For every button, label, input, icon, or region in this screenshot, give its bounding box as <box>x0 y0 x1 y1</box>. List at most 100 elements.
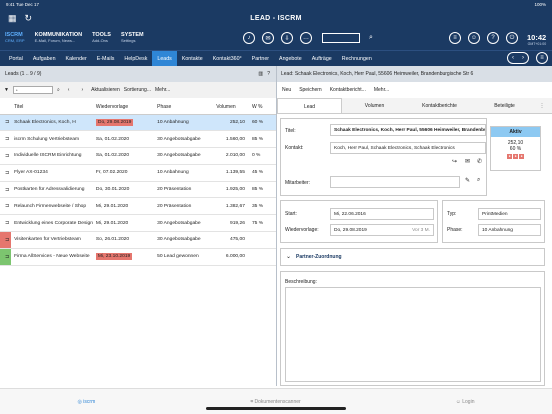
refresh-icon[interactable]: ↻ <box>24 13 33 23</box>
phone-icon[interactable]: ✆ <box>477 159 483 165</box>
chevron-left-icon[interactable]: ‹ <box>512 55 514 61</box>
bookmark-icon[interactable]: ⊐ <box>0 147 12 165</box>
user-icon[interactable]: ☺ <box>468 32 480 44</box>
tab-beteiligte[interactable]: Beteiligte <box>494 103 515 109</box>
help-small-icon[interactable]: ? <box>267 71 270 77</box>
chevron-left-icon[interactable]: ‹ <box>67 87 70 93</box>
nav-angebote[interactable]: Angebote <box>279 55 302 62</box>
table-row[interactable]: ⊐ Schaak Electronics, Koch, H Do, 29.08.… <box>0 114 276 132</box>
new-button[interactable]: Neu <box>282 87 292 93</box>
mail-icon[interactable]: ✉ <box>465 159 471 165</box>
bookmark-icon[interactable]: ⊐ <box>0 114 12 132</box>
module-nav: Portal Aufgaben Kalender E-Mails HelpDes… <box>0 50 552 67</box>
bookmark-icon[interactable]: ⊐ <box>0 231 12 249</box>
chevron-down-icon[interactable]: ⌄ <box>286 254 292 260</box>
col-w[interactable]: W % <box>248 100 276 115</box>
home-indicator[interactable] <box>206 407 346 410</box>
status-date: Tue Dec 17 <box>15 2 40 7</box>
tab-lead[interactable]: Lead <box>277 98 342 113</box>
description-field[interactable] <box>285 287 541 382</box>
filter-icon[interactable]: ▼ <box>4 87 9 93</box>
table-row[interactable]: ⊐ Postkarten für Adressvalidierung Do, 3… <box>0 181 276 199</box>
table-row[interactable]: ⊐ Visitenkarten für Vertriebsteam So, 26… <box>0 231 276 249</box>
contact-report-button[interactable]: Kontaktbericht... <box>329 87 366 93</box>
pane-divider[interactable] <box>276 66 277 386</box>
nav-helpdesk[interactable]: HelpDesk <box>124 55 148 62</box>
power-icon[interactable]: ⏻ <box>506 32 518 44</box>
more-button[interactable]: Mehr... <box>155 87 171 93</box>
filter-input[interactable]: * <box>12 86 53 94</box>
share-icon[interactable]: ↪ <box>452 159 458 165</box>
chart-icon[interactable]: ▥ <box>258 71 264 77</box>
table-row[interactable]: ⊐ Firma AllServices - Neue Webseite Mi, … <box>0 248 276 266</box>
sort-button[interactable]: Sortierung... <box>123 87 151 93</box>
nav-kontakt360[interactable]: Kontakt360° <box>212 55 242 62</box>
notification-bell-icon[interactable]: ♪ <box>243 32 255 44</box>
mail-icon[interactable]: ✉ <box>262 32 274 44</box>
tab-volumen[interactable]: Volumen <box>364 103 385 109</box>
search-icon[interactable]: ⌕ <box>56 87 60 93</box>
nav-aufgaben[interactable]: Aufgaben <box>32 55 56 62</box>
tab-scanner[interactable]: ⌗ Dokumentenscanner <box>250 398 301 405</box>
col-volume[interactable]: Volumen <box>213 100 249 115</box>
nav-emails[interactable]: E-Mails <box>96 55 115 62</box>
bookmark-icon[interactable]: ⊐ <box>0 181 12 199</box>
table-row[interactable]: ⊐ iscrm Schulung Vertriebsteam Sa, 01.02… <box>0 130 276 149</box>
nav-kontakte[interactable]: Kontakte <box>181 55 203 62</box>
chat-icon[interactable]: ✎ <box>465 178 471 184</box>
global-search-input[interactable] <box>322 33 360 43</box>
tab-kontaktberichte[interactable]: Kontaktberichte <box>422 103 457 109</box>
nav-portal[interactable]: Portal <box>9 55 23 62</box>
nav-rechnungen[interactable]: Rechnungen <box>341 55 372 62</box>
table-row[interactable]: ⊐ Relaunch Firmenwebseite / Shop Mi, 29.… <box>0 197 276 216</box>
bookmark-icon[interactable]: ⊐ <box>0 130 12 149</box>
chevron-right-icon[interactable]: › <box>81 87 84 93</box>
tab-login[interactable]: ☺ Login <box>455 398 475 405</box>
followup-date-field[interactable]: Do, 29.08.2019 Vor 3 M. <box>330 224 434 236</box>
search-icon[interactable]: ⌕ <box>369 34 373 41</box>
download-icon[interactable]: ⇩ <box>281 32 293 44</box>
bookmark-icon[interactable]: ⊐ <box>0 214 12 233</box>
bookmark-icon[interactable]: ⊐ <box>0 164 12 182</box>
phase-select[interactable]: 10 Anbahnung <box>478 224 541 236</box>
table-row[interactable]: ⊐ Flyer AX-01234 Fr, 07.02.2020 10 Anbah… <box>0 164 276 182</box>
col-followup[interactable]: Wiedervorlage <box>92 100 155 115</box>
module-iscrm[interactable]: ISCRM CRM, ERP <box>5 32 25 43</box>
save-button[interactable]: Speichern <box>299 87 322 93</box>
globe-icon: ◎ <box>77 398 82 405</box>
type-select[interactable]: PrintMedien <box>478 208 541 220</box>
list-icon[interactable]: ≡ <box>449 32 461 44</box>
nav-kalender[interactable]: Kalender <box>65 55 87 62</box>
chevron-right-icon[interactable]: › <box>522 55 524 61</box>
contact-field[interactable]: Koch, Herr Paul, Schaak Electronics, Sch… <box>330 142 486 154</box>
leads-table: Titel Wiedervorlage Phase Volumen W % ⊐ … <box>0 100 276 266</box>
prev-next-pill[interactable]: ‹ › <box>507 52 529 64</box>
partner-section-title: Partner-Zuordnung <box>296 254 342 260</box>
bookmark-icon[interactable]: ⊐ <box>0 197 12 216</box>
bookmark-icon[interactable]: ⊐ <box>0 248 12 266</box>
tab-iscrm[interactable]: ◎ iscrm <box>77 398 96 405</box>
nav-leads[interactable]: Leads <box>152 50 177 67</box>
col-title[interactable]: Titel <box>11 100 93 115</box>
partner-section[interactable] <box>280 248 545 266</box>
more-vertical-icon[interactable]: ⋮ <box>539 103 545 109</box>
search-icon[interactable]: ⌕ <box>477 177 481 183</box>
nav-partner[interactable]: Partner <box>251 55 270 62</box>
status-bar: 9:41 Tue Dec 17 100% <box>0 0 552 9</box>
more-button[interactable]: Mehr... <box>373 87 390 93</box>
table-row[interactable]: ⊐ Entwicklung eines Corporate Design Mi,… <box>0 214 276 233</box>
nav-auftraege[interactable]: Aufträge <box>311 55 332 62</box>
more-circle-icon[interactable]: … <box>300 32 312 44</box>
help-icon[interactable]: ? <box>487 32 499 44</box>
table-row[interactable]: ⊐ Individuelle ISCRM Einrichtung Sa, 01.… <box>0 147 276 165</box>
title-field[interactable]: Schaak Electronics, Koch, Herr Paul, 556… <box>330 124 486 136</box>
col-phase[interactable]: Phase <box>154 100 214 115</box>
menu-icon[interactable]: ≡ <box>536 52 548 64</box>
module-system[interactable]: SYSTEM Settings <box>120 32 144 43</box>
grid-menu-icon[interactable]: ▦ <box>8 13 17 23</box>
module-kommunikation[interactable]: KOMMUNIKATION E-Mail, Forum, News... <box>34 32 83 43</box>
module-tools[interactable]: TOOLS Add-Ons <box>92 32 111 43</box>
staff-field[interactable] <box>330 176 460 188</box>
refresh-button[interactable]: Aktualisieren <box>91 87 120 93</box>
start-date-field[interactable]: Mi, 22.06.2016 <box>330 208 434 220</box>
